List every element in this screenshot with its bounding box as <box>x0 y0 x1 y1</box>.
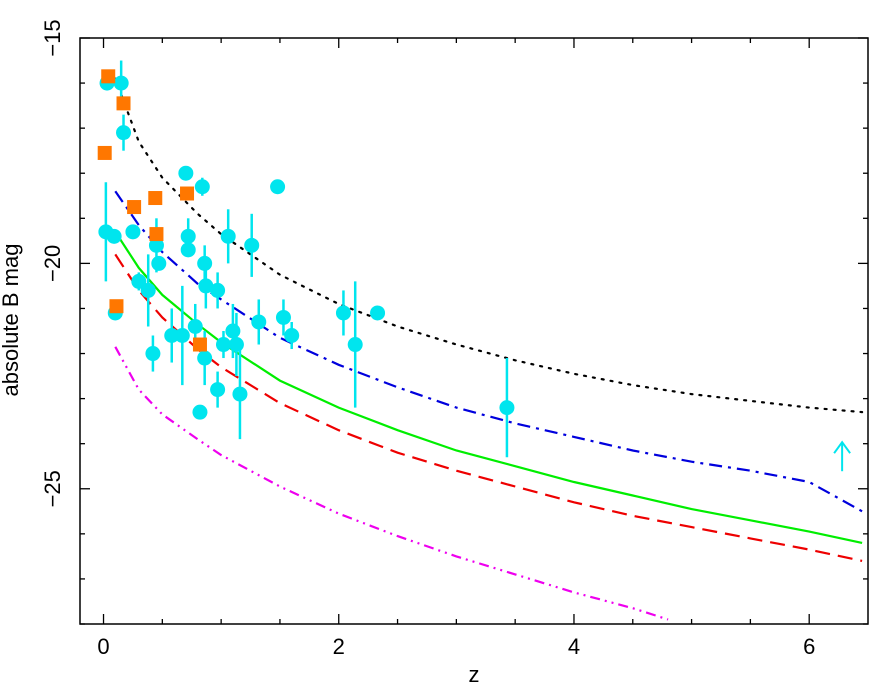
data-point-circle <box>335 305 351 321</box>
data-point-circle <box>197 350 213 366</box>
data-point-circle <box>151 255 167 271</box>
x-tick-label: 6 <box>803 634 815 659</box>
data-point-circle <box>220 228 236 244</box>
data-point-square <box>180 186 195 201</box>
data-point-circle <box>131 273 147 289</box>
data-point-circle <box>187 318 203 334</box>
data-point-circle <box>228 337 244 353</box>
x-tick-label: 2 <box>333 634 345 659</box>
curve-dashdotdot <box>114 346 669 621</box>
data-point-circle <box>197 255 213 271</box>
data-point-circle <box>178 165 194 181</box>
data-point-square <box>148 191 163 206</box>
data-point-circle <box>174 328 190 344</box>
y-axis-title: absolute B mag <box>0 244 23 397</box>
data-point-circle <box>270 179 286 195</box>
curve-dashed <box>114 253 863 562</box>
data-point-circle <box>215 337 231 353</box>
data-point-square <box>97 145 112 160</box>
data-point-square <box>127 200 142 215</box>
data-point-square <box>109 299 124 314</box>
data-points <box>97 69 515 420</box>
limit-arrows <box>833 440 851 472</box>
data-point-square <box>116 96 131 111</box>
data-point-circle <box>194 179 210 195</box>
data-point-circle <box>225 323 241 339</box>
axis-ticks <box>80 37 868 625</box>
data-point-circle <box>125 224 141 240</box>
data-point-circle <box>499 400 515 416</box>
data-point-square <box>101 69 116 84</box>
arrow-head <box>833 440 851 454</box>
y-tick-label: −15 <box>40 19 65 56</box>
data-point-circle <box>140 282 156 298</box>
curve-dotted <box>114 77 864 414</box>
y-tick-label: −25 <box>40 470 65 507</box>
data-point-circle <box>210 282 226 298</box>
data-point-circle <box>275 309 291 325</box>
x-axis-title: z <box>469 662 480 684</box>
data-point-circle <box>347 337 363 353</box>
plot-frame <box>79 37 869 625</box>
data-point-circle <box>164 328 180 344</box>
data-point-circle <box>148 237 164 253</box>
data-point-circle <box>145 346 161 362</box>
data-point-circle <box>106 228 122 244</box>
data-point-circle <box>180 242 196 258</box>
y-tick-label: −20 <box>40 245 65 282</box>
data-point-circle <box>284 328 300 344</box>
data-point-circle <box>116 125 132 141</box>
data-point-circle <box>113 75 129 91</box>
data-point-circle <box>244 237 260 253</box>
lower-limit-arrow <box>833 440 851 472</box>
x-tick-label: 4 <box>568 634 580 659</box>
data-point-circle <box>192 404 208 420</box>
data-point-square <box>192 337 207 352</box>
data-point-circle <box>180 228 196 244</box>
curve-dashdot <box>114 190 863 513</box>
data-point-circle <box>232 386 248 402</box>
curve-solid <box>114 231 863 544</box>
data-point-circle <box>198 278 214 294</box>
error-bars <box>104 60 509 458</box>
data-point-circle <box>210 382 226 398</box>
data-point-circle <box>251 314 267 330</box>
data-point-square <box>149 227 164 242</box>
tick-labels: 0 2 4 6 −15 −20 −25 <box>40 19 815 659</box>
data-point-circle <box>370 305 386 321</box>
x-tick-label: 0 <box>97 634 109 659</box>
